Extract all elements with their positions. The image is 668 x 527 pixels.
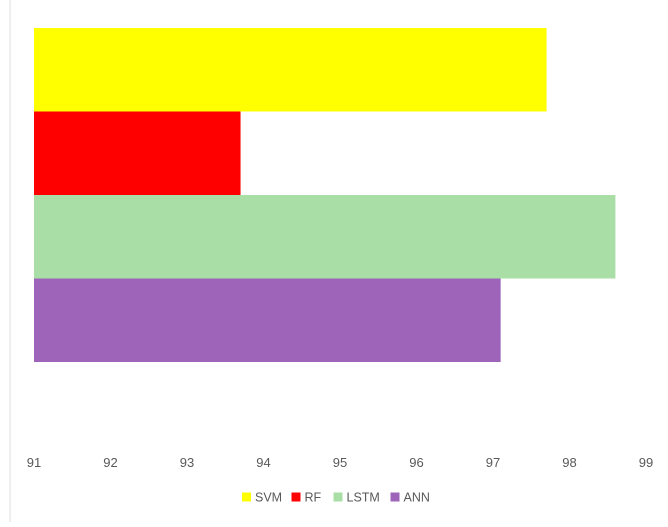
- x-tick-label: 99: [639, 455, 653, 470]
- legend-swatch-lstm: [333, 492, 343, 502]
- legend-swatch-rf: [291, 492, 301, 502]
- x-tick-label: 91: [27, 455, 41, 470]
- x-tick-label: 92: [103, 455, 117, 470]
- x-tick-label: 96: [409, 455, 423, 470]
- legend-label-lstm: LSTM: [347, 491, 380, 505]
- bar-lstm: [34, 195, 616, 279]
- bars-layer: [34, 28, 616, 362]
- legend-swatch-svm: [242, 492, 251, 502]
- x-tick-label: 94: [256, 455, 270, 470]
- x-tick-label: 98: [562, 455, 576, 470]
- legend-label-svm: SVM: [255, 491, 282, 505]
- bar-ann: [34, 278, 501, 362]
- legend-label-rf: RF: [305, 491, 322, 505]
- bar-rf: [34, 111, 241, 195]
- x-tick-label: 95: [333, 455, 347, 470]
- legend-swatch-ann: [390, 492, 400, 502]
- legend-label-ann: ANN: [404, 491, 430, 505]
- x-axis-tick-labels: 91 92 93 94 95 96 97 98 99: [27, 455, 653, 470]
- bar-svm: [34, 28, 547, 112]
- x-tick-label: 93: [180, 455, 194, 470]
- x-tick-label: 97: [486, 455, 500, 470]
- legend: SVM RF LSTM ANN: [242, 491, 430, 505]
